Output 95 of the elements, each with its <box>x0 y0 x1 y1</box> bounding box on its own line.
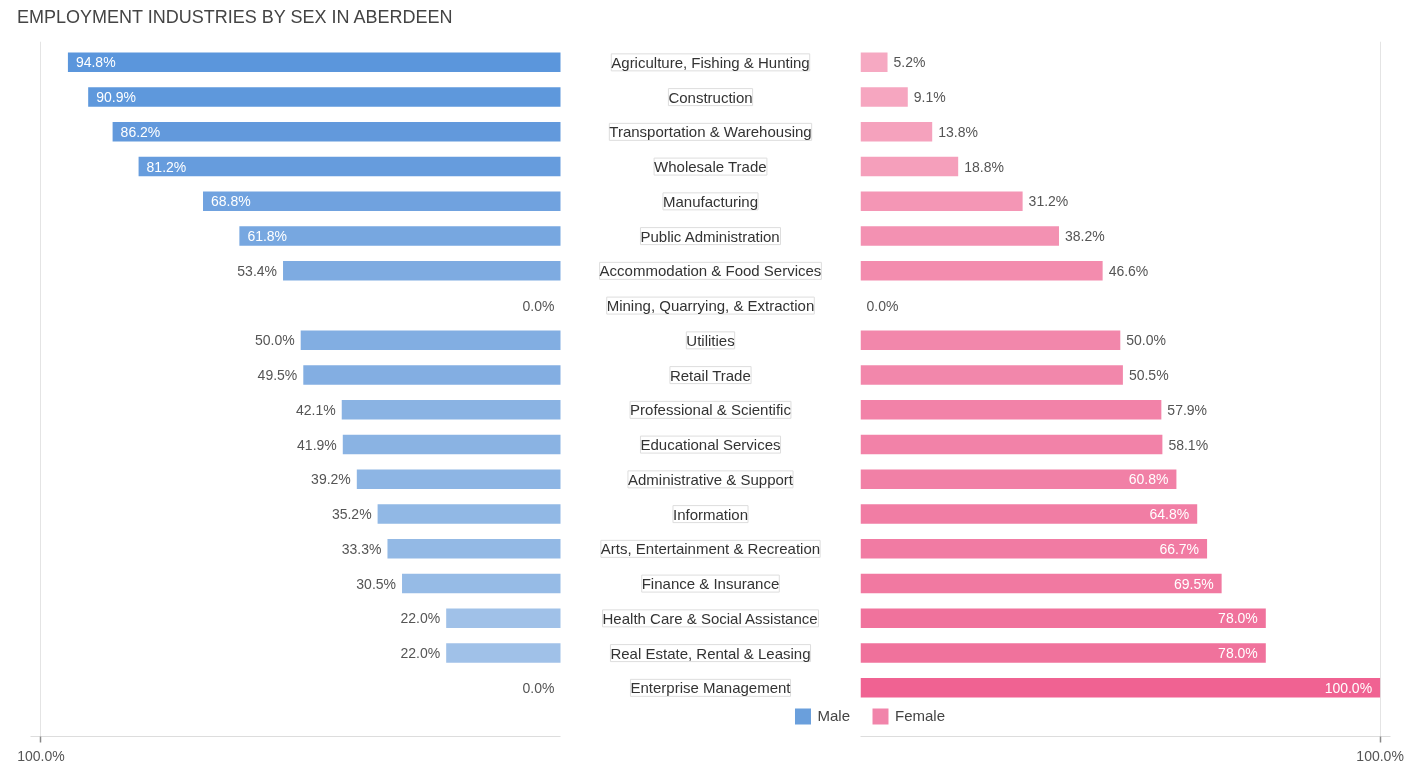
bar <box>860 52 888 72</box>
bar <box>860 330 1121 350</box>
bar <box>860 260 1103 281</box>
y-tick-label: Information <box>672 505 749 523</box>
y-tick-label: Administrative & Support <box>627 470 794 488</box>
bar <box>860 608 1266 628</box>
data-label: 0.0% <box>866 297 899 314</box>
data-label: 46.6% <box>1108 262 1149 279</box>
legend-label: Male <box>817 707 850 725</box>
y-tick-label: Real Estate, Rental & Leasing <box>610 644 811 662</box>
bar <box>860 87 908 107</box>
bar <box>112 121 561 142</box>
data-label: 78.0% <box>1218 644 1258 661</box>
y-tick-label: Mining, Quarrying, & Extraction <box>606 296 815 314</box>
data-label: 38.2% <box>1064 227 1105 244</box>
bar <box>860 365 1123 385</box>
bar <box>303 365 561 385</box>
bar <box>138 156 561 177</box>
data-label: 18.8% <box>964 158 1004 175</box>
data-label: 57.9% <box>1167 401 1208 418</box>
y-tick-label: Finance & Insurance <box>641 574 780 592</box>
y-tick-label: Arts, Entertainment & Recreation <box>600 540 821 558</box>
bar <box>341 399 561 420</box>
y-tick-label: Public Administration <box>640 227 780 245</box>
y-tick-label: Wholesale Trade <box>654 157 767 175</box>
bar <box>860 121 933 142</box>
y-tick-label: Enterprise Management <box>630 679 792 697</box>
bar <box>300 330 561 350</box>
y-tick-label: Retail Trade <box>669 366 751 384</box>
y-tick-label: Health Care & Social Assistance <box>602 609 818 627</box>
bar <box>860 573 1222 594</box>
data-label: 94.8% <box>75 54 116 71</box>
data-label: 53.4% <box>237 262 278 279</box>
data-label: 9.1% <box>913 88 946 105</box>
y-tick-label: Agriculture, Fishing & Hunting <box>611 53 810 71</box>
data-label: 64.8% <box>1149 505 1190 522</box>
y-tick-label: Accommodation & Food Services <box>599 262 822 280</box>
bar <box>446 643 561 663</box>
bar <box>860 399 1162 420</box>
data-label: 31.2% <box>1028 193 1069 210</box>
data-label: 0.0% <box>522 679 555 696</box>
bar <box>88 87 561 107</box>
data-label: 22.0% <box>400 644 441 661</box>
data-label: 81.2% <box>146 158 187 175</box>
y-tick-label: Transportation & Warehousing <box>609 123 812 141</box>
data-label: 60.8% <box>1128 471 1169 488</box>
legend-label: Female <box>895 707 946 725</box>
y-tick-label: Utilities <box>686 331 735 349</box>
data-label: 35.2% <box>331 505 372 522</box>
y-tick-label: Educational Services <box>640 435 781 453</box>
data-label: 66.7% <box>1159 540 1200 557</box>
data-label: 30.5% <box>356 575 397 592</box>
bar <box>377 504 561 524</box>
y-tick-label: Manufacturing <box>662 192 759 210</box>
bar <box>860 156 959 177</box>
data-label: 90.9% <box>96 88 136 105</box>
data-label: 42.1% <box>296 401 336 418</box>
bar <box>203 191 561 211</box>
data-label: 69.5% <box>1173 575 1214 592</box>
data-label: 33.3% <box>341 540 382 557</box>
bar <box>446 608 561 628</box>
bar <box>860 643 1266 663</box>
data-label: 39.2% <box>311 471 351 488</box>
data-label: 86.2% <box>120 123 161 140</box>
bar <box>356 469 561 489</box>
data-label: 50.5% <box>1128 366 1169 383</box>
data-label: 41.9% <box>297 436 337 453</box>
data-label: 49.5% <box>257 366 298 383</box>
bar <box>860 469 1177 489</box>
data-label: 0.0% <box>522 297 555 314</box>
bar <box>239 226 561 246</box>
data-label: 78.0% <box>1218 610 1258 627</box>
data-label: 13.8% <box>938 123 978 140</box>
data-label: 50.0% <box>255 332 295 349</box>
bar <box>860 226 1059 246</box>
bar <box>387 538 561 559</box>
bar <box>342 434 561 455</box>
bar <box>860 191 1023 211</box>
data-label: 68.8% <box>211 193 251 210</box>
data-label: 58.1% <box>1168 436 1209 453</box>
data-label: 100.0% <box>1324 679 1373 696</box>
bar <box>860 538 1208 559</box>
bar <box>402 573 561 594</box>
y-tick-label: Construction <box>668 88 753 106</box>
bar <box>283 260 561 281</box>
bar <box>67 52 561 72</box>
bar <box>860 434 1163 455</box>
data-label: 50.0% <box>1126 332 1167 349</box>
data-label: 22.0% <box>400 610 441 627</box>
data-label: 5.2% <box>893 54 926 71</box>
chart-title: EMPLOYMENT INDUSTRIES BY SEX IN ABERDEEN <box>17 6 453 29</box>
data-label: 61.8% <box>247 227 288 244</box>
bar <box>860 504 1198 524</box>
y-tick-label: Professional & Scientific <box>630 401 792 419</box>
bar <box>860 677 1381 698</box>
